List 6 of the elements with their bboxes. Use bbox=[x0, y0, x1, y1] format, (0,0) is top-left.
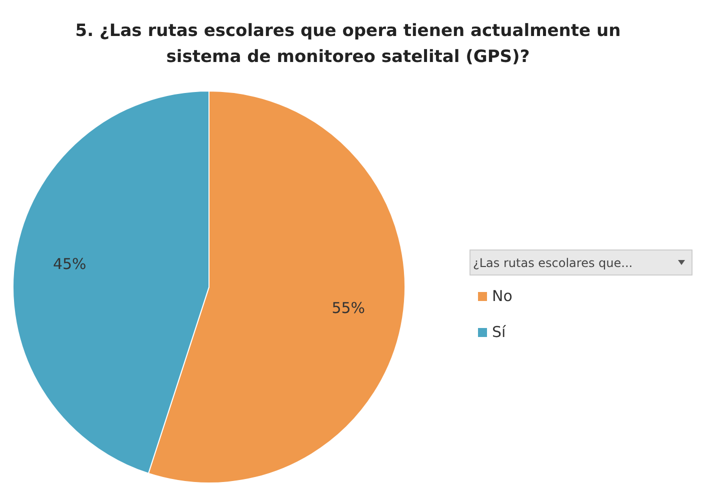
legend-label: Sí bbox=[492, 323, 507, 341]
chart-title: 5. ¿Las rutas escolares que opera tienen actualmente un sistema de monitoreo satelital (GPS)? bbox=[75, 21, 621, 67]
data-label: 55% bbox=[332, 299, 366, 318]
data-label: 45% bbox=[52, 255, 86, 274]
legend-title: ¿Las rutas escolares que... bbox=[473, 256, 633, 270]
legend-label: No bbox=[492, 287, 512, 305]
